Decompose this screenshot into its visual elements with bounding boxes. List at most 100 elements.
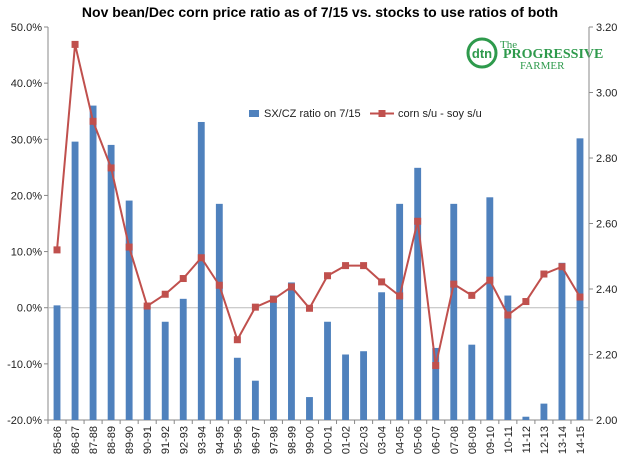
x-tick-label: 97-98 (268, 426, 280, 454)
legend-item-bar: SX/CZ ratio on 7/15 (249, 108, 361, 120)
legend-bar-swatch (249, 110, 259, 117)
line-point (324, 272, 332, 280)
line-point (432, 362, 440, 370)
right-tick-label: 2.60 (596, 219, 617, 231)
bar (378, 292, 386, 420)
bar (450, 203, 458, 420)
line-point (215, 281, 223, 289)
bar (360, 351, 368, 420)
line-point (161, 290, 169, 298)
x-tick-label: 09-10 (485, 426, 497, 454)
logo-mark: dtn (472, 46, 492, 61)
bar (89, 105, 97, 420)
bar (107, 144, 115, 420)
legend: SX/CZ ratio on 7/15 corn s/u - soy s/u (249, 108, 482, 120)
x-tick-label: 92-93 (178, 426, 190, 454)
logo-line2: FARMER (520, 60, 565, 72)
legend-bar-label: SX/CZ ratio on 7/15 (264, 108, 361, 120)
line-point (269, 295, 277, 303)
line-point (305, 304, 313, 312)
line-point (450, 280, 458, 288)
plot-area: -20.0% -10.0% 0.0% 10.0% 20.0% 30.0% 40.0% 50.0… (7, 22, 617, 454)
line-point (287, 283, 295, 291)
x-tick-label: 01-02 (341, 426, 353, 454)
bar (215, 203, 223, 420)
left-tick-label: -10.0% (7, 359, 42, 371)
line-point (107, 164, 115, 172)
bar (504, 295, 512, 420)
line-point (396, 292, 404, 300)
x-tick-label: 94-95 (214, 426, 226, 454)
x-tick-label: 96-97 (250, 426, 262, 454)
x-tick-label: 04-05 (395, 426, 407, 454)
left-tick-label: 0.0% (17, 303, 42, 315)
left-tick-label: 40.0% (11, 78, 42, 90)
left-tick-label: 50.0% (11, 22, 42, 34)
bar (179, 298, 187, 420)
logo-line1: PROGRESSIVE (503, 47, 603, 62)
bar (558, 262, 566, 420)
legend-line-label: corn s/u - soy s/u (398, 108, 482, 120)
line-point (468, 291, 476, 299)
right-tick-label: 2.80 (596, 153, 617, 165)
x-tick-label: 14-15 (575, 426, 587, 454)
bar (251, 380, 259, 420)
line-point (504, 311, 512, 319)
line-point (125, 243, 133, 251)
bar (468, 344, 476, 420)
right-tick-label: 3.00 (596, 88, 617, 100)
x-tick-label: 03-04 (377, 426, 389, 454)
bar (414, 167, 422, 420)
left-tick-label: 10.0% (11, 247, 42, 259)
bar (576, 138, 584, 420)
x-tick-label: 91-92 (160, 426, 172, 454)
line-point (414, 217, 422, 225)
x-tick-label: 00-01 (323, 426, 335, 454)
x-tick-label: 87-88 (88, 426, 100, 454)
line-point (179, 275, 187, 283)
line-point (360, 262, 368, 270)
line-point (53, 246, 61, 254)
x-tick-label: 08-09 (467, 426, 479, 454)
line-point (197, 254, 205, 262)
left-tick-label: 30.0% (11, 134, 42, 146)
x-tick-label: 12-13 (539, 426, 551, 454)
x-tick-label: 05-06 (413, 426, 425, 454)
x-tick-label: 95-96 (232, 426, 244, 454)
bar (522, 416, 530, 420)
chart-title: Nov bean/Dec corn price ratio as of 7/15… (82, 4, 558, 20)
bar (324, 321, 331, 420)
bar (53, 305, 61, 420)
line-point (540, 270, 548, 278)
bar (143, 305, 151, 420)
x-tick-label: 13-14 (557, 426, 569, 454)
x-tick-label: 86-87 (70, 426, 82, 454)
bar (342, 354, 349, 420)
x-tick-label: 11-12 (521, 426, 533, 453)
bar (396, 203, 404, 420)
bar (306, 397, 313, 420)
logo-ring (466, 37, 498, 69)
right-tick-label: 2.40 (596, 284, 617, 296)
bar (288, 282, 295, 420)
x-tick-label: 88-89 (106, 426, 118, 454)
bar (540, 403, 548, 420)
logo-prefix: The (500, 39, 517, 51)
x-tick-label: 85-86 (52, 426, 64, 454)
line-point (89, 117, 97, 125)
x-tick-label: 07-08 (449, 426, 461, 454)
left-tick-label: -20.0% (7, 415, 42, 427)
bar (233, 357, 241, 420)
x-tick-label: 10-11 (503, 426, 515, 453)
right-tick-label: 2.00 (596, 415, 617, 427)
x-tick-label: 06-07 (431, 426, 443, 454)
x-tick-label: 89-90 (124, 426, 136, 454)
legend-item-line: corn s/u - soy s/u (370, 108, 482, 120)
line-point (342, 262, 350, 270)
right-tick-label: 2.20 (596, 350, 617, 362)
line-point (522, 298, 530, 306)
x-tick-label: 93-94 (196, 426, 208, 454)
line-point (558, 263, 566, 271)
line-point (143, 302, 151, 310)
